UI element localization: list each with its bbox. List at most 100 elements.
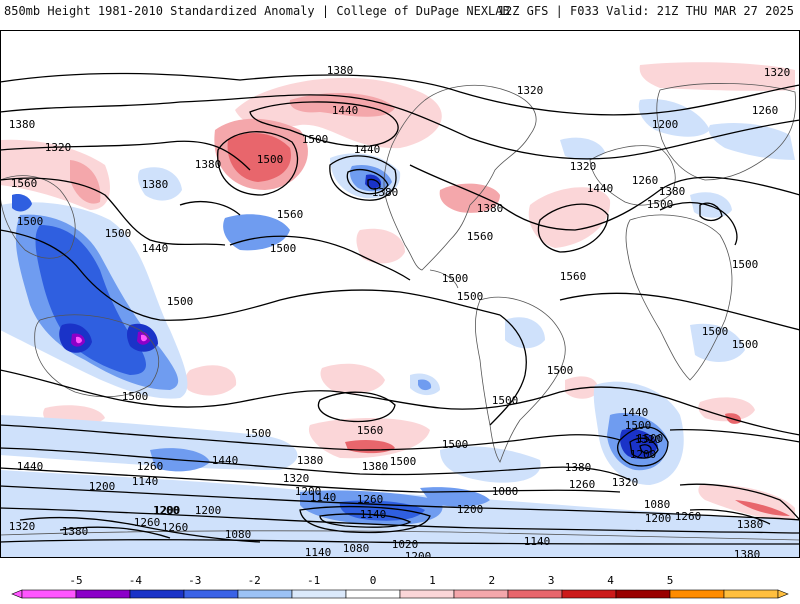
colorbar-segment — [669, 589, 725, 599]
colorbar-segment — [75, 589, 131, 599]
colorbar-segment — [21, 589, 77, 599]
colorbar-segment — [615, 589, 671, 599]
colorbar-tick-label: 0 — [370, 574, 377, 587]
contour-label: 1380 — [565, 461, 592, 474]
contour-label: 1200 — [630, 448, 657, 461]
negative-anomaly-region — [365, 174, 382, 189]
contour-label: 1500 — [442, 438, 469, 451]
contour-label: 1080 — [644, 498, 671, 511]
contour-label: 1500 — [167, 295, 194, 308]
negative-anomaly-region — [12, 194, 32, 212]
contour-label: 1500 — [105, 227, 132, 240]
contour-label: 1380 — [737, 518, 764, 531]
contour-label: 1500 — [702, 325, 729, 338]
colorbar-tick-label: 2 — [488, 574, 495, 587]
contour-label: 1500 — [122, 390, 149, 403]
contour-label: 1080 — [492, 485, 519, 498]
map-title: 850mb Height 1981-2010 Standardized Anom… — [4, 4, 510, 18]
colorbar-segments — [11, 589, 789, 599]
contour-label: 1260 — [357, 493, 384, 506]
contour-label: 1320 — [764, 66, 791, 79]
contour-label: 1380 — [477, 202, 504, 215]
negative-anomaly-region — [137, 167, 182, 201]
colorbar-legend: -5 -4 -3 -2 -1 0 1 2 3 4 5 — [0, 570, 800, 600]
contour-label: 1380 — [195, 158, 222, 171]
contour-label: 1320 — [283, 472, 310, 485]
positive-anomaly-region — [320, 363, 385, 394]
colorbar-tick-label: -2 — [248, 574, 261, 587]
contour-label: 1320 — [612, 476, 639, 489]
contour-label: 1500 — [547, 364, 574, 377]
negative-anomaly-region — [35, 225, 146, 375]
contour-label: 1380 — [142, 178, 169, 191]
contour-label: 1440 — [622, 406, 649, 419]
contour-label: 1500 — [270, 242, 297, 255]
contour-label: 1380 — [362, 460, 389, 473]
colorbar-segment — [507, 589, 563, 599]
colorbar-end-high — [777, 589, 789, 599]
positive-anomaly-region — [698, 397, 755, 422]
contour-label: 1140 — [360, 508, 387, 521]
negative-anomaly-region — [141, 334, 147, 342]
colorbar-segment — [561, 589, 617, 599]
contour-label: 1500 — [390, 455, 417, 468]
contour-label: 1260 — [162, 521, 189, 534]
contour-label: 1440 — [587, 182, 614, 195]
negative-anomaly-region — [0, 415, 298, 470]
contour-label: 1320 — [9, 520, 36, 533]
positive-anomaly-region — [639, 62, 795, 91]
positive-anomaly-region — [289, 93, 395, 117]
colorbar-tick-label: -4 — [129, 574, 143, 587]
colorbar-tick-label: -5 — [69, 574, 82, 587]
contour-label: 1200 — [154, 504, 181, 517]
negative-anomaly-region — [76, 336, 82, 344]
contour-label: 1500 — [625, 419, 652, 432]
run-valid-time: 12Z GFS | F033 Valid: 21Z THU MAR 27 202… — [497, 4, 794, 18]
contour-label: 1500 — [492, 394, 519, 407]
contour-label: 1260 — [632, 174, 659, 187]
colorbar-segment — [129, 589, 185, 599]
contour-label: 1320 — [635, 433, 662, 446]
contour-label: 1500 — [257, 153, 284, 166]
contour-label: 1560 — [467, 230, 494, 243]
contour-label: 1320 — [45, 141, 72, 154]
contour-label: 1380 — [9, 118, 36, 131]
colorbar-tick-label: -1 — [307, 574, 320, 587]
positive-anomaly-region — [528, 187, 611, 248]
negative-anomaly-region — [560, 137, 605, 161]
contour-label: 1500 — [732, 258, 759, 271]
positive-anomaly-region — [308, 418, 430, 459]
colorbar-tick-label: 4 — [607, 574, 614, 587]
contour-label: 1500 — [302, 133, 329, 146]
positive-anomaly-region — [356, 228, 405, 264]
negative-anomaly-region — [0, 530, 800, 558]
colorbar-ticks: -5 -4 -3 -2 -1 0 1 2 3 4 5 — [69, 574, 673, 587]
contour-label: 1200 — [153, 504, 180, 517]
contour-label: 1560 — [11, 177, 38, 190]
colorbar-segment — [183, 589, 239, 599]
colorbar-end-low — [11, 589, 23, 599]
contour-label: 1200 — [645, 512, 672, 525]
contour-label: 1380 — [327, 64, 354, 77]
contour-label: 1500 — [442, 272, 469, 285]
negative-anomaly-region — [505, 317, 545, 349]
contour-label: 1140 — [305, 546, 332, 558]
contour-label: 1440 — [332, 104, 359, 117]
contour-label: 1260 — [752, 104, 779, 117]
contour-label: 1440 — [354, 143, 381, 156]
height-contours — [0, 72, 800, 545]
contour-label: 1200 — [295, 485, 322, 498]
positive-anomaly-region — [227, 133, 291, 182]
contour-label: 1500 — [17, 215, 44, 228]
anomaly-map: 1380 1320 1440 1320 1260 1380 1320 1200 … — [0, 30, 800, 558]
contour-label: 1500 — [647, 198, 674, 211]
contour-label: 1260 — [137, 460, 164, 473]
positive-anomaly-region — [70, 160, 101, 204]
contour-label: 1260 — [675, 510, 702, 523]
contour-label: 1560 — [560, 270, 587, 283]
colorbar-segment — [291, 589, 347, 599]
contour-label: 1200 — [89, 480, 116, 493]
contour-labels: 1380 1320 1440 1320 1260 1380 1320 1200 … — [9, 64, 791, 558]
contour-label: 1260 — [134, 516, 161, 529]
colorbar-segment — [345, 589, 401, 599]
